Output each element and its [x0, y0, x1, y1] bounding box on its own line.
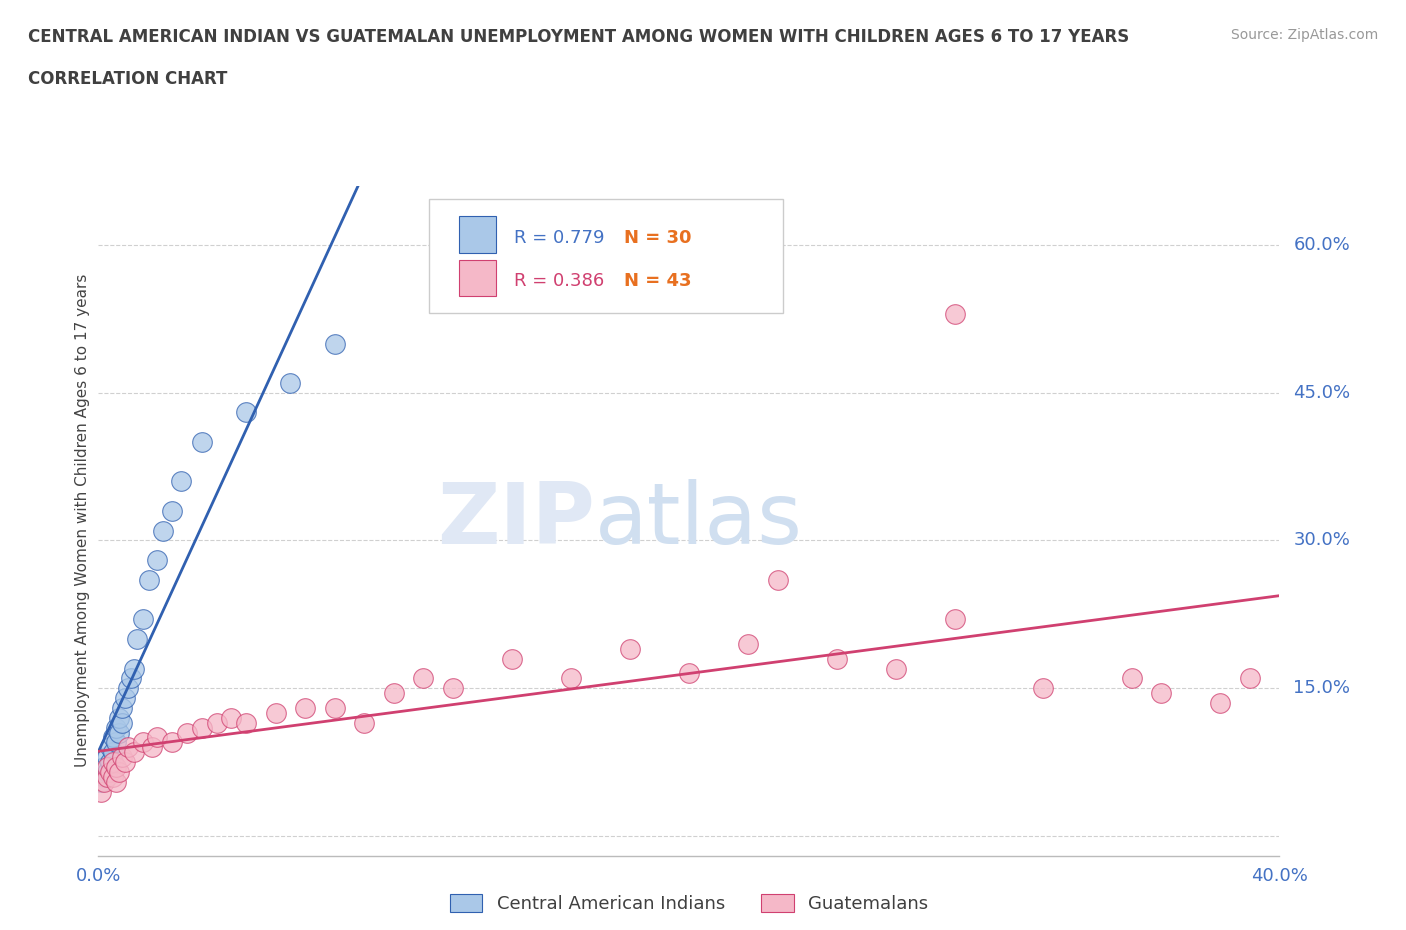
- Text: R = 0.779: R = 0.779: [515, 229, 605, 246]
- Bar: [458, 259, 496, 297]
- Point: [108, 764, 131, 779]
- Point: [619, 642, 641, 657]
- Point: [219, 711, 242, 725]
- FancyBboxPatch shape: [429, 199, 783, 313]
- Text: 30.0%: 30.0%: [1294, 531, 1350, 550]
- Point: [108, 711, 131, 725]
- Point: [111, 715, 134, 730]
- Point: [1209, 696, 1232, 711]
- Point: [170, 474, 193, 489]
- Point: [323, 700, 346, 715]
- Point: [141, 740, 163, 755]
- Point: [108, 725, 131, 740]
- Point: [884, 661, 907, 676]
- Point: [111, 750, 134, 764]
- Point: [138, 573, 160, 588]
- Text: N = 30: N = 30: [624, 229, 692, 246]
- Point: [205, 715, 228, 730]
- Point: [412, 671, 434, 685]
- Point: [93, 775, 115, 790]
- Point: [105, 720, 128, 735]
- Point: [96, 769, 118, 784]
- Point: [737, 636, 759, 651]
- Point: [176, 725, 198, 740]
- Point: [103, 769, 125, 784]
- Point: [117, 681, 139, 696]
- Point: [125, 631, 148, 646]
- Point: [132, 735, 155, 750]
- Text: R = 0.386: R = 0.386: [515, 272, 605, 290]
- Point: [162, 735, 183, 750]
- Point: [353, 715, 375, 730]
- Point: [146, 552, 169, 567]
- Text: N = 43: N = 43: [624, 272, 692, 290]
- Bar: [458, 216, 496, 253]
- Point: [278, 376, 302, 391]
- Point: [441, 681, 464, 696]
- Point: [96, 750, 118, 764]
- Point: [1032, 681, 1054, 696]
- Point: [111, 700, 134, 715]
- Point: [105, 735, 128, 750]
- Point: [120, 671, 142, 685]
- Point: [825, 651, 848, 666]
- Point: [90, 775, 112, 790]
- Point: [235, 715, 257, 730]
- Point: [560, 671, 582, 685]
- Text: atlas: atlas: [595, 479, 803, 563]
- Point: [96, 764, 118, 779]
- Point: [943, 612, 966, 627]
- Text: CENTRAL AMERICAN INDIAN VS GUATEMALAN UNEMPLOYMENT AMONG WOMEN WITH CHILDREN AGE: CENTRAL AMERICAN INDIAN VS GUATEMALAN UN…: [28, 28, 1129, 46]
- Point: [98, 740, 121, 755]
- Point: [132, 612, 155, 627]
- Point: [323, 336, 346, 351]
- Text: CORRELATION CHART: CORRELATION CHART: [28, 70, 228, 87]
- Point: [1121, 671, 1143, 685]
- Point: [235, 405, 257, 420]
- Y-axis label: Unemployment Among Women with Children Ages 6 to 17 years: Unemployment Among Women with Children A…: [75, 274, 90, 767]
- Point: [382, 685, 405, 700]
- Point: [264, 705, 287, 720]
- Point: [96, 760, 118, 775]
- Point: [93, 760, 115, 775]
- Point: [146, 730, 169, 745]
- Point: [122, 661, 145, 676]
- Point: [98, 764, 121, 779]
- Point: [162, 503, 183, 518]
- Text: 60.0%: 60.0%: [1294, 236, 1350, 254]
- Legend: Central American Indians, Guatemalans: Central American Indians, Guatemalans: [443, 886, 935, 920]
- Point: [105, 775, 128, 790]
- Point: [191, 720, 214, 735]
- Point: [103, 745, 125, 760]
- Point: [114, 754, 136, 769]
- Point: [1239, 671, 1261, 685]
- Point: [90, 784, 112, 799]
- Point: [105, 760, 128, 775]
- Point: [152, 524, 174, 538]
- Point: [1150, 685, 1173, 700]
- Text: Source: ZipAtlas.com: Source: ZipAtlas.com: [1230, 28, 1378, 42]
- Point: [98, 754, 121, 769]
- Point: [103, 754, 125, 769]
- Point: [294, 700, 316, 715]
- Text: 15.0%: 15.0%: [1294, 679, 1350, 698]
- Point: [103, 730, 125, 745]
- Point: [943, 307, 966, 322]
- Point: [501, 651, 523, 666]
- Point: [191, 434, 214, 449]
- Point: [114, 691, 136, 706]
- Point: [122, 745, 145, 760]
- Point: [766, 573, 789, 588]
- Text: ZIP: ZIP: [437, 479, 595, 563]
- Point: [93, 769, 115, 784]
- Point: [117, 740, 139, 755]
- Point: [678, 666, 700, 681]
- Text: 45.0%: 45.0%: [1294, 384, 1351, 402]
